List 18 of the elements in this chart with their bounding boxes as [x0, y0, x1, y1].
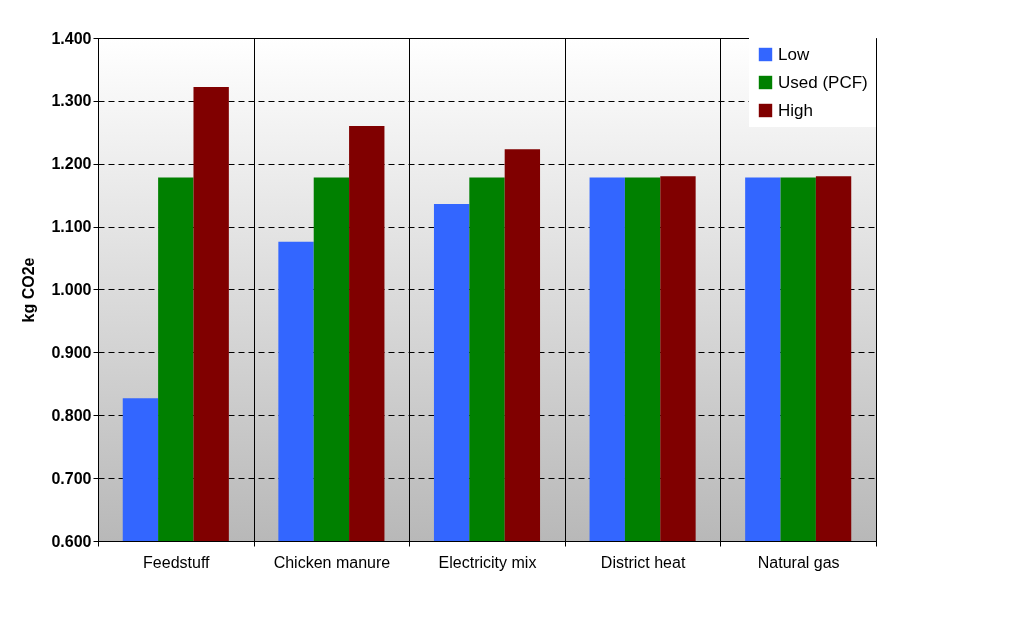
y-tick-label: 0.900 [51, 343, 92, 361]
y-tick-label: 1.000 [51, 281, 92, 298]
y-tick-label: 1.300 [51, 92, 92, 110]
y-tick-label: 0.800 [51, 406, 92, 424]
legend-label: Low [778, 44, 810, 64]
y-tick-label: 0.600 [51, 532, 92, 550]
x-tick-label: District heat [600, 553, 686, 571]
y-tick-label: 0.700 [51, 469, 92, 487]
x-tick-label: Electricity mix [438, 553, 537, 571]
x-tick-label: Feedstuff [143, 553, 211, 571]
legend-label: High [778, 100, 813, 120]
y-axis-title: kg CO2e [20, 257, 38, 323]
y-tick-label: 1.200 [51, 155, 92, 173]
x-tick-label: Chicken manure [273, 553, 391, 571]
y-tick-label: 1.400 [51, 29, 92, 47]
x-tick-label: Natural gas [757, 553, 840, 571]
y-tick-label: 1.100 [51, 218, 92, 236]
legend-label: Used (PCF) [778, 72, 868, 92]
